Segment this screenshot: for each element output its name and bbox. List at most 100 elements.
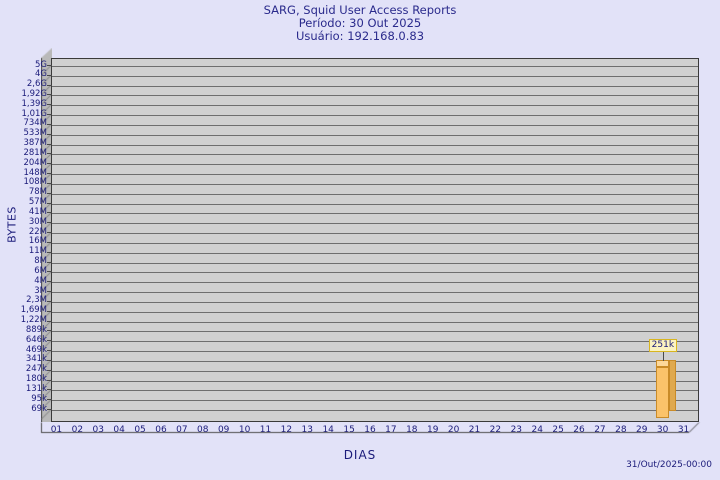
gridline xyxy=(52,311,698,313)
y-axis-tick-label: 5G xyxy=(35,59,47,70)
gridline xyxy=(52,301,698,303)
y-axis-tick-label: 734M xyxy=(23,118,47,129)
y-axis-tick-label: 341k xyxy=(25,354,47,365)
y-axis-tick-mark xyxy=(47,330,52,332)
y-axis-tick-label: 281M xyxy=(23,147,47,158)
y-axis-tick-mark xyxy=(47,84,52,86)
gridline xyxy=(52,183,698,185)
y-axis-tick-mark xyxy=(47,143,52,145)
y-axis-tick-label: 533M xyxy=(23,128,47,139)
y-axis-tick-label: 69k xyxy=(31,403,47,414)
y-axis-tick-label: 646k xyxy=(25,334,47,345)
bar-value-label: 251k xyxy=(648,338,678,352)
plot-3d-floor xyxy=(0,420,720,444)
page-title: SARG, Squid User Access Reports xyxy=(263,3,457,17)
gridline xyxy=(52,223,698,225)
y-axis-tick-label: 2,3M xyxy=(26,295,47,306)
gridline xyxy=(52,400,698,402)
y-axis-tick-label: 78M xyxy=(28,187,47,198)
gridline xyxy=(52,292,698,294)
bar-column[interactable] xyxy=(656,366,670,418)
y-axis-tick-label: 1,69M xyxy=(20,305,47,316)
y-axis-tick-label: 2,6G xyxy=(26,79,47,90)
y-axis-tick-label: 30M xyxy=(28,216,47,227)
y-axis-tick-mark xyxy=(47,74,52,76)
gridline xyxy=(52,85,698,87)
gridline xyxy=(52,351,698,353)
gridline xyxy=(52,75,698,77)
y-axis-tick-label: 8M xyxy=(34,256,47,267)
y-axis-tick-mark xyxy=(47,163,52,165)
gridline xyxy=(52,282,698,284)
gridline xyxy=(52,262,698,264)
y-axis-tick-mark xyxy=(47,261,52,263)
bar-side-face xyxy=(669,359,677,411)
gridline xyxy=(52,213,698,215)
y-axis-tick-label: 22M xyxy=(28,226,47,237)
y-axis-tick-mark xyxy=(47,389,52,391)
y-axis-tick-mark xyxy=(47,300,52,302)
y-axis-tick-label: 11M xyxy=(28,246,47,257)
y-axis-tick-mark xyxy=(47,379,52,381)
y-axis-tick-mark xyxy=(47,251,52,253)
y-axis-tick-label: 1,39G xyxy=(21,98,47,109)
plot-3d-left-face xyxy=(41,48,52,422)
y-axis-tick-mark xyxy=(47,340,52,342)
y-axis-tick-label: 247k xyxy=(25,364,47,375)
gridline xyxy=(52,95,698,97)
y-axis-tick-mark xyxy=(47,350,52,352)
gridline xyxy=(52,272,698,274)
y-axis-tick-mark xyxy=(47,212,52,214)
y-axis-tick-label: 131k xyxy=(25,383,47,394)
y-axis-tick-mark xyxy=(47,192,52,194)
gridline xyxy=(52,134,698,136)
gridline xyxy=(52,174,698,176)
report-period: Período: 30 Out 2025 xyxy=(298,16,422,30)
y-axis-tick-mark xyxy=(47,123,52,125)
gridline xyxy=(52,390,698,392)
y-axis-tick-label: 148M xyxy=(23,167,47,178)
y-axis-tick-mark xyxy=(47,94,52,96)
gridline xyxy=(52,233,698,235)
y-axis-tick-mark xyxy=(47,241,52,243)
gridline xyxy=(52,360,698,362)
y-axis-tick-mark xyxy=(47,409,52,410)
y-axis-tick-label: 95k xyxy=(31,393,47,404)
y-axis-tick-label: 108M xyxy=(23,177,47,188)
y-axis-tick-label: 3M xyxy=(34,285,47,296)
gridline xyxy=(52,370,698,372)
plot-area xyxy=(51,58,699,422)
gridline xyxy=(52,380,698,382)
gridline xyxy=(52,115,698,117)
y-axis-tick-label: 1,22M xyxy=(20,315,47,326)
y-axis-tick-label: 387M xyxy=(23,138,47,149)
chart-title-block: SARG, Squid User Access Reports Período:… xyxy=(0,4,720,43)
gridline xyxy=(52,124,698,126)
y-axis-tick-label: 469k xyxy=(25,344,47,355)
y-axis-tick-label: 6M xyxy=(34,265,47,276)
y-axis-tick-mark xyxy=(47,104,52,106)
report-user: Usuário: 192.168.0.83 xyxy=(295,29,425,43)
y-axis-tick-label: 1,92G xyxy=(21,88,47,99)
gridline xyxy=(52,164,698,166)
y-axis-tick-mark xyxy=(47,359,52,361)
gridline xyxy=(52,252,698,254)
y-axis-tick-label: 4G xyxy=(35,69,47,80)
y-axis-tick-label: 1,01G xyxy=(21,108,47,119)
y-axis-tick-mark xyxy=(47,202,52,204)
bar-label-stem xyxy=(662,350,664,361)
generated-timestamp: 31/Out/2025-00:00 xyxy=(626,460,712,470)
y-axis-tick-mark xyxy=(47,310,52,312)
gridline xyxy=(52,66,698,67)
y-axis-tick-label: 180k xyxy=(25,374,47,384)
y-axis-tick-labels: 5G 4G 2,6G 1,92G 1,39G 1,01G 734M 533M 387M 281M 2… xyxy=(0,0,47,480)
gridline xyxy=(52,341,698,343)
y-axis-tick-label: 41M xyxy=(28,206,47,217)
gridline xyxy=(52,203,698,205)
y-axis-tick-label: 4M xyxy=(34,275,47,286)
gridline xyxy=(52,410,698,411)
y-axis-tick-mark xyxy=(47,133,52,135)
y-axis-tick-mark xyxy=(47,320,52,322)
